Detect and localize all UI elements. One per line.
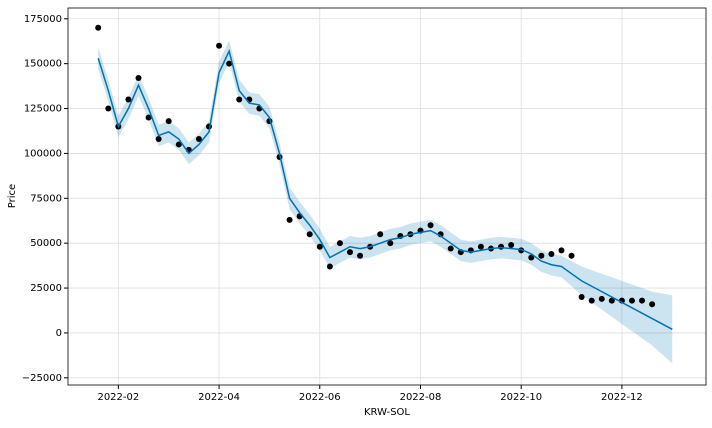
x-axis-label: KRW-SOL — [364, 407, 410, 418]
observed-point — [538, 252, 545, 259]
observed-point — [498, 243, 505, 250]
observed-point — [175, 141, 182, 148]
observed-point — [226, 60, 233, 67]
observed-point — [477, 243, 484, 250]
observed-point — [165, 118, 172, 125]
y-tick-label: 25000 — [30, 283, 62, 294]
y-tick-label: −25000 — [22, 373, 62, 384]
observed-point — [558, 247, 565, 254]
observed-point — [216, 42, 223, 49]
observed-point — [316, 243, 323, 250]
x-tick-label: 2022-10 — [500, 392, 542, 403]
observed-point — [528, 254, 535, 261]
observed-point — [639, 297, 646, 304]
y-tick-label: 125000 — [24, 104, 62, 115]
observed-point — [125, 96, 132, 103]
y-tick-label: 75000 — [30, 193, 62, 204]
y-axis-label: Price — [7, 184, 18, 208]
y-tick-label: 150000 — [24, 59, 62, 70]
observed-point — [306, 231, 313, 238]
observed-point — [155, 136, 162, 143]
observed-point — [236, 96, 243, 103]
observed-point — [195, 136, 202, 143]
uncertainty-band — [98, 40, 673, 364]
observed-point — [336, 240, 343, 247]
observed-point — [326, 263, 333, 270]
x-tick-label: 2022-12 — [601, 392, 643, 403]
y-tick-label: 100000 — [24, 148, 62, 159]
observed-point — [649, 301, 656, 308]
x-tick-label: 2022-06 — [299, 392, 341, 403]
plot-frame — [67, 7, 707, 386]
observed-point — [427, 222, 434, 229]
observed-point — [346, 249, 353, 256]
x-tick-label: 2022-04 — [198, 392, 240, 403]
observed-point — [588, 297, 595, 304]
observed-point — [135, 75, 142, 82]
observed-point — [377, 231, 384, 238]
observed-point — [608, 297, 615, 304]
x-tick-label: 2022-02 — [97, 392, 139, 403]
observed-point — [568, 252, 575, 259]
y-tick-label: 0 — [56, 328, 62, 339]
observed-point — [578, 294, 585, 301]
observed-point — [357, 252, 364, 259]
forecast-line — [97, 48, 673, 331]
observed-point — [286, 216, 293, 223]
observed-point — [105, 105, 112, 112]
observed-point — [447, 245, 454, 252]
x-tick-label: 2022-08 — [400, 392, 442, 403]
y-tick-label: 50000 — [30, 238, 62, 249]
observed-point — [628, 297, 635, 304]
observed-point — [598, 295, 605, 302]
y-tick-label: 175000 — [24, 14, 62, 25]
observed-point — [95, 24, 102, 31]
observed-point — [387, 240, 394, 247]
observed-point — [145, 114, 152, 121]
observed-point — [548, 250, 555, 257]
observed-point — [508, 241, 515, 248]
